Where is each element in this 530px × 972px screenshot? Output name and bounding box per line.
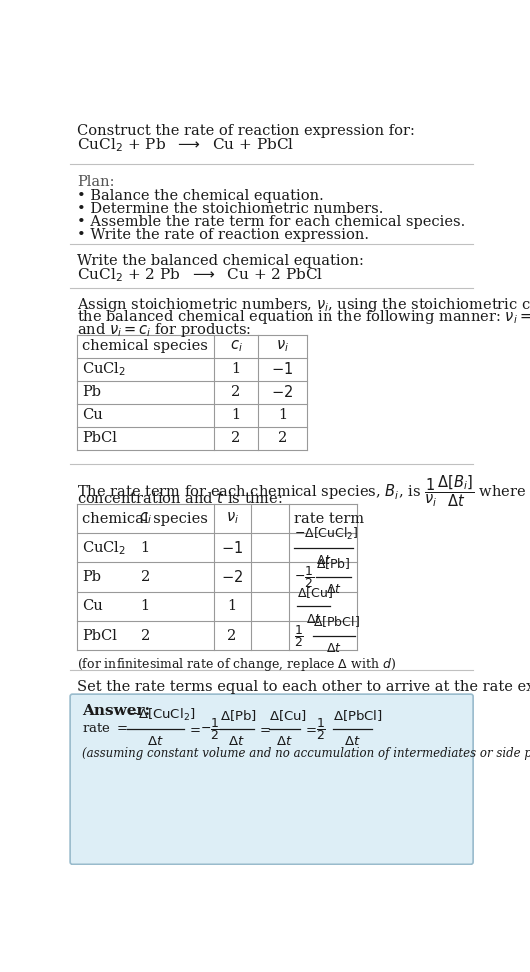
- Text: $-\dfrac{1}{2}$: $-\dfrac{1}{2}$: [294, 564, 314, 590]
- Text: concentration and $t$ is time:: concentration and $t$ is time:: [77, 490, 282, 506]
- Text: CuCl$_2$: CuCl$_2$: [82, 539, 126, 557]
- Text: $\Delta[\mathrm{Cu}]$: $\Delta[\mathrm{Cu}]$: [297, 585, 333, 600]
- Text: $\Delta t$: $\Delta t$: [228, 735, 245, 747]
- Text: • Write the rate of reaction expression.: • Write the rate of reaction expression.: [77, 228, 369, 242]
- Text: Set the rate terms equal to each other to arrive at the rate expression:: Set the rate terms equal to each other t…: [77, 679, 530, 693]
- Text: $\Delta[\mathrm{Pb}]$: $\Delta[\mathrm{Pb}]$: [220, 709, 257, 723]
- Text: $\dfrac{1}{2}$: $\dfrac{1}{2}$: [294, 623, 304, 648]
- Text: • Assemble the rate term for each chemical species.: • Assemble the rate term for each chemic…: [77, 215, 465, 229]
- Text: 2: 2: [232, 385, 241, 399]
- Text: CuCl$_2$ + 2 Pb  $\longrightarrow$  Cu + 2 PbCl: CuCl$_2$ + 2 Pb $\longrightarrow$ Cu + 2…: [77, 266, 323, 285]
- Text: $\Delta[\mathrm{PbCl}]$: $\Delta[\mathrm{PbCl}]$: [313, 614, 360, 630]
- Text: 1: 1: [278, 408, 287, 423]
- Text: $c_i$: $c_i$: [139, 510, 152, 527]
- Text: PbCl: PbCl: [82, 629, 117, 642]
- Text: $-1$: $-1$: [271, 362, 294, 377]
- Text: $\nu_i$: $\nu_i$: [226, 510, 238, 527]
- Text: $c_i$: $c_i$: [229, 338, 242, 354]
- Text: (for infinitesimal rate of change, replace $\Delta$ with $d$): (for infinitesimal rate of change, repla…: [77, 656, 396, 673]
- Text: $\Delta[\mathrm{PbCl}]$: $\Delta[\mathrm{PbCl}]$: [333, 709, 383, 723]
- Text: $\Delta[\mathrm{Cu}]$: $\Delta[\mathrm{Cu}]$: [269, 709, 307, 723]
- Text: The rate term for each chemical species, $B_i$, is $\dfrac{1}{\nu_i}\dfrac{\Delt: The rate term for each chemical species,…: [77, 473, 530, 508]
- Text: 1: 1: [232, 363, 241, 376]
- Text: $-1$: $-1$: [221, 539, 243, 556]
- Text: $-2$: $-2$: [221, 569, 243, 585]
- Text: $\Delta t$: $\Delta t$: [344, 735, 360, 747]
- Text: 2: 2: [278, 432, 287, 445]
- Text: and $\nu_i = c_i$ for products:: and $\nu_i = c_i$ for products:: [77, 321, 251, 338]
- Text: rate term: rate term: [294, 511, 364, 526]
- Text: 1: 1: [141, 540, 150, 555]
- Text: Plan:: Plan:: [77, 175, 114, 190]
- Text: 1: 1: [227, 600, 237, 613]
- Text: Answer:: Answer:: [82, 704, 150, 718]
- Text: $\Delta t$: $\Delta t$: [326, 642, 341, 655]
- Text: (assuming constant volume and no accumulation of intermediates or side products): (assuming constant volume and no accumul…: [82, 747, 530, 760]
- Text: $\Delta t$: $\Delta t$: [277, 735, 293, 747]
- Text: the balanced chemical equation in the following manner: $\nu_i = -c_i$ for react: the balanced chemical equation in the fo…: [77, 308, 530, 327]
- Text: • Determine the stoichiometric numbers.: • Determine the stoichiometric numbers.: [77, 202, 384, 216]
- Text: 2: 2: [232, 432, 241, 445]
- Text: • Balance the chemical equation.: • Balance the chemical equation.: [77, 189, 324, 203]
- Text: Pb: Pb: [82, 571, 101, 584]
- Text: CuCl$_2$ + Pb  $\longrightarrow$  Cu + PbCl: CuCl$_2$ + Pb $\longrightarrow$ Cu + PbC…: [77, 137, 294, 155]
- Text: $-\Delta[\mathrm{CuCl}_2]$: $-\Delta[\mathrm{CuCl}_2]$: [127, 708, 195, 723]
- Text: $=$: $=$: [303, 722, 317, 735]
- Text: rate $=$: rate $=$: [82, 722, 128, 735]
- Text: $\Delta t$: $\Delta t$: [147, 735, 164, 747]
- Text: CuCl$_2$: CuCl$_2$: [82, 361, 126, 378]
- FancyBboxPatch shape: [70, 694, 473, 864]
- Text: PbCl: PbCl: [82, 432, 117, 445]
- Text: 1: 1: [141, 600, 150, 613]
- Text: $=$: $=$: [257, 722, 271, 735]
- Text: Construct the rate of reaction expression for:: Construct the rate of reaction expressio…: [77, 124, 415, 138]
- Text: $\dfrac{1}{2}$: $\dfrac{1}{2}$: [316, 715, 326, 742]
- Text: Pb: Pb: [82, 385, 101, 399]
- Text: $\Delta t$: $\Delta t$: [326, 583, 341, 596]
- Text: 2: 2: [140, 629, 150, 642]
- Text: $\Delta t$: $\Delta t$: [306, 612, 321, 626]
- Text: Assign stoichiometric numbers, $\nu_i$, using the stoichiometric coefficients, $: Assign stoichiometric numbers, $\nu_i$, …: [77, 296, 530, 314]
- Text: $-\dfrac{1}{2}$: $-\dfrac{1}{2}$: [200, 715, 220, 742]
- Text: $-2$: $-2$: [271, 384, 294, 400]
- Text: chemical species: chemical species: [82, 339, 208, 353]
- Text: $\nu_i$: $\nu_i$: [276, 338, 289, 354]
- Text: $\Delta t$: $\Delta t$: [316, 554, 331, 567]
- Text: 1: 1: [232, 408, 241, 423]
- Text: Cu: Cu: [82, 408, 102, 423]
- Text: $=$: $=$: [187, 722, 201, 735]
- Text: chemical species: chemical species: [82, 511, 208, 526]
- Text: 2: 2: [227, 629, 237, 642]
- Text: Cu: Cu: [82, 600, 102, 613]
- Text: $-\Delta[\mathrm{CuCl}_2]$: $-\Delta[\mathrm{CuCl}_2]$: [294, 526, 359, 541]
- Text: 2: 2: [140, 571, 150, 584]
- Text: $\Delta[\mathrm{Pb}]$: $\Delta[\mathrm{Pb}]$: [316, 556, 350, 571]
- Text: Write the balanced chemical equation:: Write the balanced chemical equation:: [77, 254, 364, 267]
